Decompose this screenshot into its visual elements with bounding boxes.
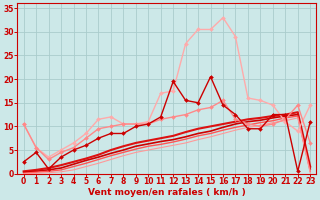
X-axis label: Vent moyen/en rafales ( km/h ): Vent moyen/en rafales ( km/h ) [88, 188, 246, 197]
